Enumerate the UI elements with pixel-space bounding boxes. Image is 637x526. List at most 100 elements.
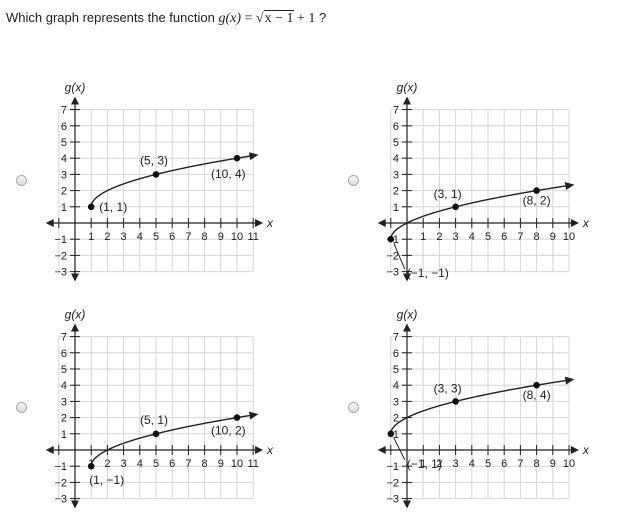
y-tick-label: 6 (393, 121, 399, 133)
point-label: (8, 2) (523, 194, 551, 208)
y-axis-label: g(x) (65, 308, 86, 322)
y-tick-label: 4 (61, 380, 67, 392)
y-axis-arrow-up (71, 96, 79, 105)
y-tick-label: 7 (393, 332, 399, 344)
y-tick-label: 4 (393, 153, 399, 165)
x-tick-label: 8 (202, 231, 208, 243)
y-tick-label: 2 (393, 186, 399, 198)
curve-arrow (248, 152, 259, 161)
x-tick-label: 1 (420, 231, 426, 243)
option-b-radio[interactable] (348, 175, 359, 186)
question-prefix: Which graph represents the function (6, 10, 219, 25)
x-tick-label: 3 (121, 231, 127, 243)
option-a-radio[interactable] (16, 175, 27, 186)
y-tick-label: 6 (61, 121, 67, 133)
x-tick-label: 10 (231, 458, 243, 470)
point-label: (5, 1) (140, 413, 168, 427)
x-tick-label: 7 (517, 458, 523, 470)
point-marker (452, 398, 459, 405)
point-label: (1, −1) (89, 473, 124, 487)
x-tick-label: 8 (202, 458, 208, 470)
y-tick-label: 3 (61, 396, 67, 408)
x-tick-label: 7 (185, 458, 191, 470)
y-axis-arrow-down (71, 500, 79, 509)
question-mark: ? (319, 10, 327, 25)
x-axis-arrow-left (377, 219, 386, 227)
grid (58, 109, 254, 273)
y-tick-label: −1 (54, 234, 67, 246)
y-axis-arrow-up (403, 323, 411, 332)
point-label: (10, 2) (211, 424, 246, 438)
y-tick-label: −2 (54, 250, 67, 262)
option-d-radio[interactable] (348, 402, 359, 413)
grid (390, 336, 570, 500)
point-marker (87, 462, 95, 470)
y-axis-label: g(x) (397, 81, 418, 95)
x-tick-label: 6 (169, 231, 175, 243)
x-tick-label: 2 (104, 458, 110, 470)
x-tick-label: 9 (550, 458, 556, 470)
y-tick-label: −1 (386, 461, 399, 473)
x-tick-label: 2 (436, 231, 442, 243)
function-name: g(x) (218, 11, 241, 26)
axes (377, 96, 579, 282)
point-label: (3, 1) (434, 187, 462, 201)
curve-arrow (248, 411, 259, 420)
function-curve (390, 185, 568, 240)
x-tick-label: 9 (550, 231, 556, 243)
axes (377, 323, 579, 509)
y-tick-label: 6 (61, 348, 67, 360)
point-marker (152, 171, 160, 178)
x-tick-label: 1 (420, 458, 426, 470)
x-tick-label: 4 (469, 458, 475, 470)
x-tick-label: 7 (185, 231, 191, 243)
y-axis-arrow-down (71, 273, 79, 282)
x-axis-arrow-right (570, 446, 579, 454)
point-marker (533, 187, 540, 194)
x-tick-label: 1 (88, 231, 94, 243)
y-tick-label: 2 (61, 413, 67, 425)
x-tick-label: 5 (153, 231, 159, 243)
y-tick-label: 5 (61, 364, 67, 376)
y-tick-label: 4 (393, 380, 399, 392)
y-tick-label: 1 (61, 202, 67, 214)
y-tick-label: −1 (54, 461, 67, 473)
x-tick-label: 10 (563, 231, 575, 243)
function-curve (90, 155, 252, 207)
option-c-radio[interactable] (16, 402, 27, 413)
function-curve (90, 414, 252, 467)
y-tick-label: 7 (61, 105, 67, 117)
x-tick-label: 4 (137, 458, 143, 470)
x-tick-label: 11 (247, 458, 258, 470)
function-expression: g(x) = √x − 1 + 1 (218, 10, 315, 26)
y-axis-arrow-down (403, 500, 411, 509)
x-tick-label: 4 (469, 231, 475, 243)
y-tick-label: 4 (61, 153, 67, 165)
y-tick-label: −3 (386, 494, 399, 506)
point-marker (233, 414, 241, 421)
x-axis-arrow-left (377, 446, 386, 454)
point-label-leader (393, 437, 406, 461)
point-marker (387, 430, 395, 438)
x-axis-arrow-left (45, 446, 54, 454)
option-a-graph: 1 2 3 4 5 6 7 8 9 10 11 −3 −2 −1 1 2 3 4 5 6 7 g(x) x (1, 1) (5,… (35, 75, 285, 290)
x-tick-label: 6 (501, 458, 507, 470)
y-tick-label: 1 (61, 429, 67, 441)
y-tick-label: 1 (393, 202, 399, 214)
y-tick-label: −2 (386, 477, 399, 489)
x-axis-label: x (266, 443, 274, 457)
point-marker (152, 430, 160, 438)
x-tick-label: 2 (436, 458, 442, 470)
y-tick-label: −2 (386, 250, 399, 262)
point-label: (10, 4) (211, 167, 246, 181)
y-tick-label: 6 (393, 348, 399, 360)
x-tick-label: 10 (563, 458, 575, 470)
x-tick-label: 3 (121, 458, 127, 470)
x-axis-label: x (266, 216, 274, 230)
y-tick-label: 3 (61, 169, 67, 181)
x-axis-arrow-right (255, 446, 264, 454)
